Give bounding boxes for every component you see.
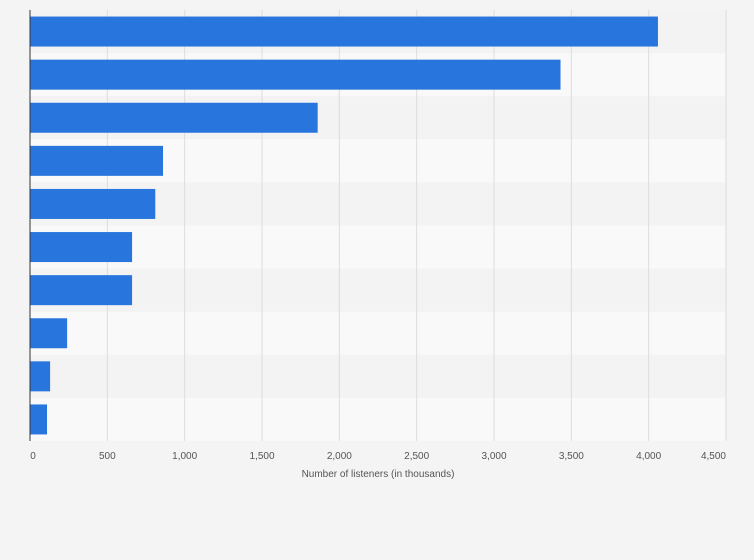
- bar: [30, 232, 133, 263]
- x-tick-label: 3,500: [559, 451, 584, 462]
- row-band: [30, 354, 726, 398]
- x-axis-title: Number of listeners (in thousands): [302, 469, 455, 480]
- x-tick-label: 1,000: [172, 451, 197, 462]
- row-band: [30, 397, 726, 441]
- bar: [30, 102, 318, 133]
- x-tick-label: 4,500: [701, 451, 726, 462]
- x-axis-tick-labels: 0 500 1,000 1,500 2,000 2,500 3,000 3,500 4,000 4…: [30, 451, 726, 462]
- bar: [30, 361, 51, 392]
- bar: [30, 59, 561, 90]
- x-tick-label: 2,500: [404, 451, 429, 462]
- row-band: [30, 268, 726, 312]
- bar: [30, 275, 133, 306]
- x-tick-label: 1,500: [249, 451, 274, 462]
- bars: [30, 16, 658, 435]
- bar: [30, 318, 68, 349]
- x-tick-label: 2,000: [327, 451, 352, 462]
- row-band: [30, 311, 726, 355]
- x-tick-label: 3,000: [481, 451, 506, 462]
- x-tick-label: 500: [99, 451, 116, 462]
- x-tick-label: 0: [30, 451, 36, 462]
- bar: [30, 16, 658, 47]
- row-band: [30, 225, 726, 269]
- bar: [30, 404, 48, 435]
- bar: [30, 188, 156, 219]
- x-tick-label: 4,000: [636, 451, 661, 462]
- bar: [30, 145, 164, 176]
